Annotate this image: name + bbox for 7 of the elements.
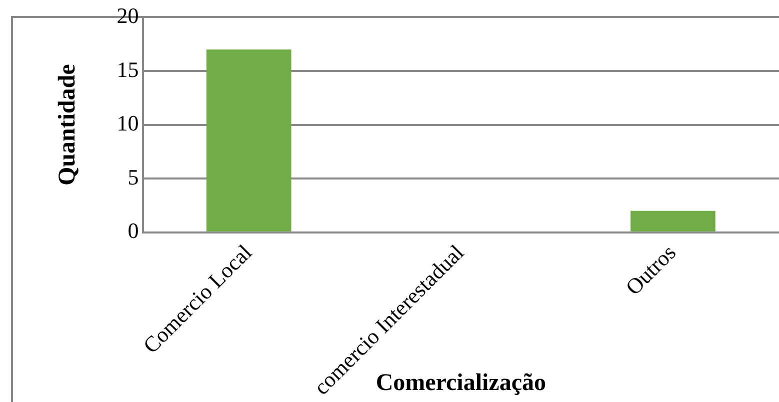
y-tick-label: 15 [116, 56, 139, 82]
y-tick-label: 20 [116, 2, 139, 28]
y-tick-label: 0 [128, 218, 139, 244]
x-axis-title: Comercialização [376, 370, 546, 396]
y-tick-label: 10 [116, 110, 139, 136]
y-axis-title: Quantidade [54, 64, 81, 186]
y-tick-label: 5 [128, 164, 139, 190]
